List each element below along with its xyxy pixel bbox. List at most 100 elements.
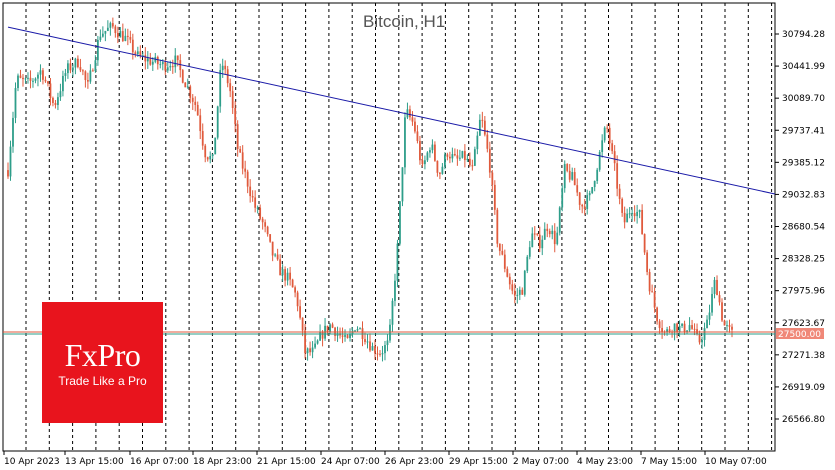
candle-body xyxy=(666,329,668,333)
candle-body xyxy=(259,207,262,219)
candle-body xyxy=(516,294,519,296)
candle-body xyxy=(518,289,521,295)
candle-body xyxy=(389,324,391,341)
candle-body xyxy=(691,325,693,329)
candle-body xyxy=(24,78,27,80)
candle-body xyxy=(561,188,564,208)
candle-body xyxy=(144,55,147,62)
candle-body xyxy=(77,58,79,68)
candle-body xyxy=(493,184,496,210)
candle-body xyxy=(379,353,381,355)
candle-body xyxy=(229,83,232,92)
candle-body xyxy=(7,170,9,177)
candle-body xyxy=(291,279,294,288)
candle-body xyxy=(284,269,287,281)
candle-body xyxy=(266,226,269,235)
candle-body xyxy=(74,58,77,68)
candle-body xyxy=(189,86,192,98)
candle-body xyxy=(576,185,579,193)
candle-body xyxy=(199,115,202,132)
candle-body xyxy=(631,213,634,215)
candle-body xyxy=(149,58,152,65)
candle-body xyxy=(14,88,17,118)
candle-body xyxy=(354,330,356,332)
candle-body xyxy=(563,164,566,189)
y-tick-label: 30089.70 xyxy=(782,94,825,104)
candle-body xyxy=(94,60,97,71)
candle-body xyxy=(548,230,551,235)
candle-body xyxy=(12,117,14,147)
candle-body xyxy=(523,270,526,295)
candle-body xyxy=(441,166,444,174)
candle-body xyxy=(551,230,554,235)
candle-body xyxy=(39,70,42,75)
candle-body xyxy=(86,80,89,82)
x-tick-label: 21 Apr 15:00 xyxy=(257,457,316,467)
trendline xyxy=(7,26,776,195)
candle-body xyxy=(416,131,419,141)
logo-brand: FxPro xyxy=(64,337,141,373)
candle-body xyxy=(141,55,144,57)
candle-body xyxy=(598,152,601,170)
candle-body xyxy=(483,120,486,135)
candle-body xyxy=(568,170,571,180)
candle-body xyxy=(394,280,396,301)
candle-body xyxy=(319,332,321,341)
x-tick-label: 2 May 07:00 xyxy=(513,457,569,467)
candle-body xyxy=(429,150,431,153)
candle-body xyxy=(411,117,414,122)
candle-body xyxy=(541,239,544,249)
candle-body xyxy=(596,169,599,181)
candle-body xyxy=(181,70,184,83)
candle-body xyxy=(124,35,127,41)
candle-body xyxy=(571,172,574,180)
candle-body xyxy=(9,146,12,177)
candle-body xyxy=(344,335,346,337)
candle-body xyxy=(336,333,339,336)
candle-body xyxy=(723,320,726,326)
grid xyxy=(25,3,773,451)
candle-body xyxy=(286,272,289,281)
candle-body xyxy=(391,300,394,325)
candle-body xyxy=(641,209,644,235)
candle-body xyxy=(59,91,62,98)
candle-body xyxy=(633,213,636,217)
candle-body xyxy=(668,329,671,332)
candle-body xyxy=(96,39,99,61)
candle-body xyxy=(129,36,132,40)
candle-body xyxy=(329,324,331,332)
y-axis: 30794.28 30441.99 30089.70 29737.41 29385.12… xyxy=(775,30,825,425)
candle-body xyxy=(384,345,386,354)
candle-body xyxy=(586,195,589,209)
candle-body xyxy=(52,97,54,103)
candle-body xyxy=(643,234,646,253)
candle-body xyxy=(404,117,406,168)
candle-body xyxy=(321,332,324,339)
candle-body xyxy=(226,69,229,84)
candle-body xyxy=(62,75,64,92)
candle-body xyxy=(37,74,39,79)
candle-body xyxy=(316,340,319,344)
candle-body xyxy=(448,156,451,159)
chart-title: Bitcoin, H1 xyxy=(363,12,445,31)
candle-body xyxy=(206,157,209,160)
candle-body xyxy=(116,33,119,38)
candle-body xyxy=(186,86,189,88)
candle-body xyxy=(681,323,683,326)
y-tick-label: 27271.38 xyxy=(782,351,825,361)
candle-body xyxy=(573,172,576,186)
candle-body xyxy=(591,187,594,194)
candle-body xyxy=(194,101,197,105)
candle-body xyxy=(409,109,411,118)
candle-body xyxy=(84,71,87,81)
candle-body xyxy=(434,144,436,161)
candle-body xyxy=(17,75,19,89)
candle-body xyxy=(131,39,134,53)
candle-body xyxy=(628,213,631,215)
candle-body xyxy=(693,328,696,330)
candle-body xyxy=(111,23,114,27)
candle-body xyxy=(236,124,239,149)
candle-body xyxy=(219,70,222,107)
candle-body xyxy=(231,91,234,108)
y-tick-label: 26566.80 xyxy=(782,415,825,425)
